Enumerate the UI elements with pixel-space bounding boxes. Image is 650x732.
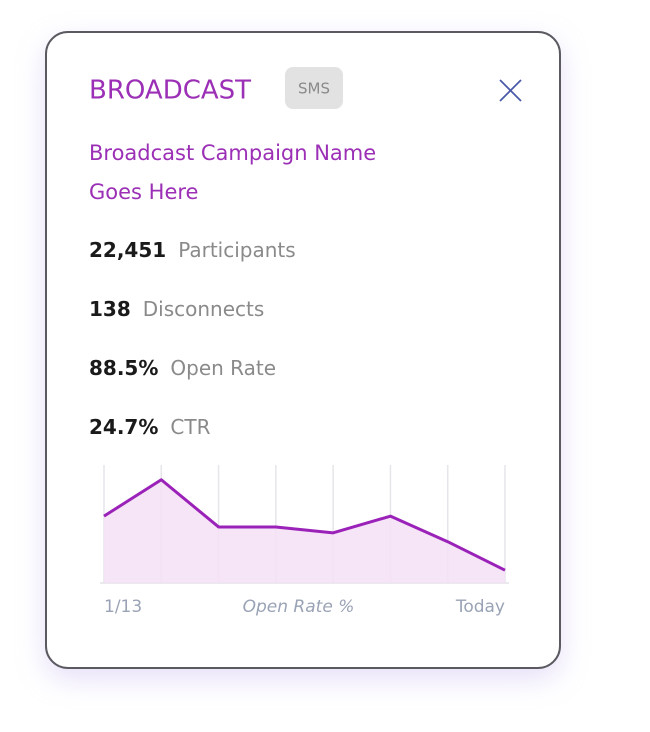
x-tick-label: Today xyxy=(455,597,505,617)
badge-bg xyxy=(285,67,343,109)
stat-row: 22,451 Participants xyxy=(89,238,296,262)
x-tick-label: 1/13 xyxy=(104,597,142,617)
stat-row: 24.7% CTR xyxy=(89,415,211,439)
campaign-name: Goes Here xyxy=(89,180,198,204)
stat-value: 24.7% xyxy=(89,415,158,439)
card-title: BROADCAST xyxy=(89,76,251,106)
stat-row: 88.5% Open Rate xyxy=(89,356,276,380)
campaign-name: Broadcast Campaign Name xyxy=(89,141,376,165)
stat-label: Open Rate xyxy=(170,356,276,380)
stat-label: Participants xyxy=(178,238,295,262)
stat-value: 22,451 xyxy=(89,238,166,262)
close-button[interactable] xyxy=(499,79,522,102)
stat-label: Disconnects xyxy=(143,297,265,321)
stat-value: 88.5% xyxy=(89,356,158,380)
stat-label: CTR xyxy=(170,415,210,439)
badge: SMS xyxy=(298,80,330,98)
stat-value: 138 xyxy=(89,297,131,321)
x-axis-title: Open Rate % xyxy=(243,597,355,617)
stat-row: 138 Disconnects xyxy=(89,297,264,321)
line xyxy=(103,478,506,572)
